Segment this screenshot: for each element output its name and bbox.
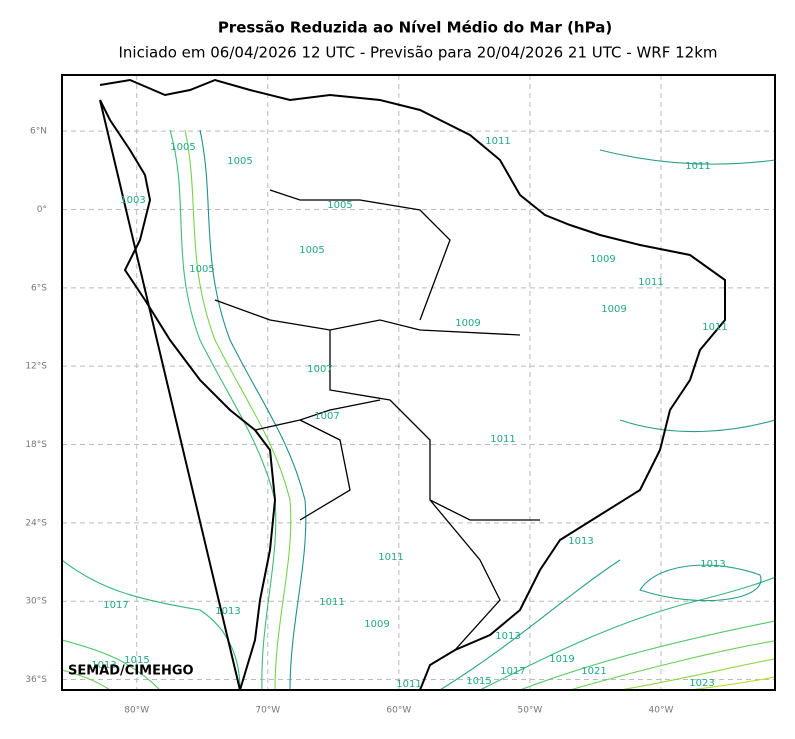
contour-label: 1007 bbox=[307, 364, 332, 375]
axis-ticks: 6°N 0° 6°S 12°S 18°S 24°S 30°S 36°S 80°W 70°W 60°W… bbox=[25, 127, 673, 716]
contour-label: 1017 bbox=[500, 666, 525, 677]
contour-label: 1009 bbox=[590, 254, 615, 265]
y-tick-label: 24°S bbox=[25, 518, 47, 528]
contour-label: 1013 bbox=[215, 606, 240, 617]
y-tick-label: 6°N bbox=[30, 127, 47, 137]
borders bbox=[214, 189, 540, 651]
y-tick-label: 18°S bbox=[25, 440, 47, 450]
contour-label: 1011 bbox=[685, 161, 710, 172]
contour-label: 1023 bbox=[689, 678, 714, 689]
contour-label: 1013 bbox=[91, 660, 116, 671]
contour-label: 1007 bbox=[314, 411, 339, 422]
title: Pressão Reduzida ao Nível Médio do Mar (… bbox=[218, 19, 612, 37]
contour-label: 1011 bbox=[319, 597, 344, 608]
contour-label: 1011 bbox=[702, 322, 727, 333]
x-tick-label: 50°W bbox=[517, 706, 542, 716]
x-tick-label: 70°W bbox=[255, 706, 280, 716]
contour-label: 1005 bbox=[189, 264, 214, 275]
x-tick-label: 80°W bbox=[124, 706, 149, 716]
map-frame bbox=[61, 74, 776, 691]
contour-label: 1011 bbox=[638, 277, 663, 288]
contour-label: 1017 bbox=[103, 600, 128, 611]
contour-label: 1011 bbox=[485, 136, 510, 147]
contour-label: 1005 bbox=[327, 200, 352, 211]
y-tick-label: 6°S bbox=[31, 283, 47, 293]
credit: SEMAD/CIMEHGO bbox=[68, 664, 194, 679]
y-tick-label: 12°S bbox=[25, 362, 47, 372]
graticule bbox=[62, 75, 775, 690]
contour-label: 1009 bbox=[364, 619, 389, 630]
contour-label: 1005 bbox=[299, 245, 324, 256]
contour-label: 1013 bbox=[568, 536, 593, 547]
contour-label: 1015 bbox=[124, 655, 149, 666]
contour-label: 1021 bbox=[581, 666, 606, 677]
contour-label: 1009 bbox=[601, 304, 626, 315]
y-tick-label: 36°S bbox=[25, 675, 47, 685]
contour-label: 1011 bbox=[378, 552, 403, 563]
y-tick-label: 0° bbox=[37, 205, 47, 215]
contour-label: 1011 bbox=[490, 434, 515, 445]
y-tick-label: 30°S bbox=[25, 597, 47, 607]
map-layer: 1011 1005 1005 1011 1003 1005 1005 1005 1009 1011… bbox=[62, 75, 775, 690]
contour-labels: 1011 1005 1005 1011 1003 1005 1005 1005 1009 1011… bbox=[91, 136, 727, 690]
contour-label: 1005 bbox=[227, 156, 252, 167]
contour-label: 1019 bbox=[549, 654, 574, 665]
contour-label: 1011 bbox=[396, 679, 421, 690]
contour-label: 1005 bbox=[170, 142, 195, 153]
x-tick-label: 40°W bbox=[649, 706, 674, 716]
coastline bbox=[99, 78, 726, 690]
contour-label: 1013 bbox=[495, 631, 520, 642]
contour-label: 1013 bbox=[700, 559, 725, 570]
contour-label: 1003 bbox=[120, 195, 145, 206]
x-tick-label: 60°W bbox=[386, 706, 411, 716]
isobars bbox=[62, 129, 775, 690]
contour-label: 1015 bbox=[466, 676, 491, 687]
subtitle: Iniciado em 06/04/2026 12 UTC - Previsão… bbox=[118, 44, 717, 62]
contour-label: 1009 bbox=[455, 318, 480, 329]
